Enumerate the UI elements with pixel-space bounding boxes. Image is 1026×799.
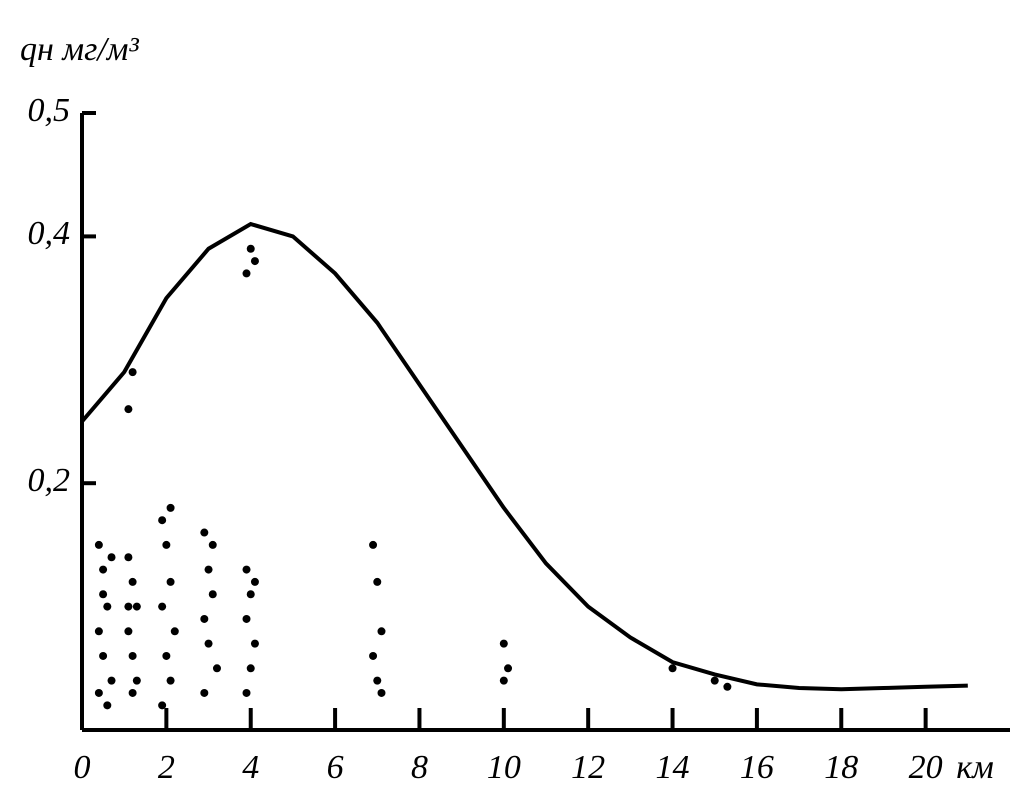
data-point bbox=[200, 688, 209, 697]
data-point bbox=[373, 577, 382, 586]
data-point bbox=[204, 565, 213, 574]
data-point bbox=[162, 651, 171, 660]
x-tick-label: 12 bbox=[571, 749, 605, 786]
data-point bbox=[107, 676, 116, 685]
y-axis-label: qн мг/м³ bbox=[20, 31, 139, 68]
x-tick-label: 8 bbox=[411, 749, 428, 786]
data-point bbox=[208, 590, 217, 599]
data-point bbox=[124, 627, 133, 636]
data-point bbox=[250, 639, 259, 648]
data-point bbox=[504, 664, 513, 673]
data-point bbox=[200, 528, 209, 537]
x-tick-label: 20 bbox=[909, 749, 943, 786]
data-point bbox=[200, 614, 209, 623]
data-point bbox=[710, 676, 719, 685]
data-point bbox=[124, 602, 133, 611]
x-axis-label: км bbox=[956, 749, 994, 786]
data-point bbox=[103, 701, 112, 710]
data-point bbox=[158, 701, 167, 710]
data-point bbox=[128, 651, 137, 660]
data-point bbox=[250, 257, 259, 266]
data-point bbox=[499, 639, 508, 648]
data-point bbox=[124, 553, 133, 562]
data-point bbox=[369, 651, 378, 660]
data-point bbox=[162, 540, 171, 549]
data-point bbox=[242, 269, 251, 278]
data-point bbox=[723, 682, 732, 691]
data-point bbox=[103, 602, 112, 611]
data-point bbox=[128, 368, 137, 377]
data-point bbox=[99, 565, 108, 574]
y-tick-label: 0,4 bbox=[28, 215, 71, 252]
data-point bbox=[377, 688, 386, 697]
data-point bbox=[132, 602, 141, 611]
data-point bbox=[377, 627, 386, 636]
x-tick-label: 10 bbox=[487, 749, 521, 786]
data-point bbox=[246, 590, 255, 599]
data-point bbox=[94, 688, 103, 697]
data-point bbox=[128, 577, 137, 586]
data-point bbox=[242, 614, 251, 623]
curve bbox=[80, 221, 968, 692]
data-point bbox=[369, 540, 378, 549]
data-point bbox=[158, 516, 167, 525]
data-point bbox=[166, 577, 175, 586]
data-point bbox=[246, 244, 255, 253]
data-point bbox=[250, 577, 259, 586]
data-point bbox=[499, 676, 508, 685]
data-point bbox=[242, 565, 251, 574]
data-point bbox=[166, 503, 175, 512]
x-tick-label: 16 bbox=[740, 749, 774, 786]
data-point bbox=[124, 405, 133, 414]
data-point bbox=[170, 627, 179, 636]
data-point bbox=[212, 664, 221, 673]
x-tick-label: 2 bbox=[158, 749, 175, 786]
data-point bbox=[242, 688, 251, 697]
data-point bbox=[158, 602, 167, 611]
data-point bbox=[373, 676, 382, 685]
data-point bbox=[166, 676, 175, 685]
data-point bbox=[208, 540, 217, 549]
x-tick-label: 6 bbox=[327, 749, 344, 786]
x-tick-label: 14 bbox=[656, 749, 690, 786]
y-tick-label: 0,2 bbox=[28, 462, 71, 499]
data-point bbox=[94, 627, 103, 636]
data-point bbox=[246, 664, 255, 673]
x-tick-label: 0 bbox=[74, 749, 91, 786]
data-point bbox=[668, 664, 677, 673]
data-point bbox=[99, 590, 108, 599]
data-point bbox=[132, 676, 141, 685]
x-tick-label: 4 bbox=[242, 749, 259, 786]
data-point bbox=[94, 540, 103, 549]
y-tick-label: 0,5 bbox=[28, 92, 71, 129]
data-point bbox=[128, 688, 137, 697]
data-point bbox=[99, 651, 108, 660]
data-point bbox=[204, 639, 213, 648]
data-point bbox=[107, 553, 116, 562]
x-tick-label: 18 bbox=[824, 749, 858, 786]
